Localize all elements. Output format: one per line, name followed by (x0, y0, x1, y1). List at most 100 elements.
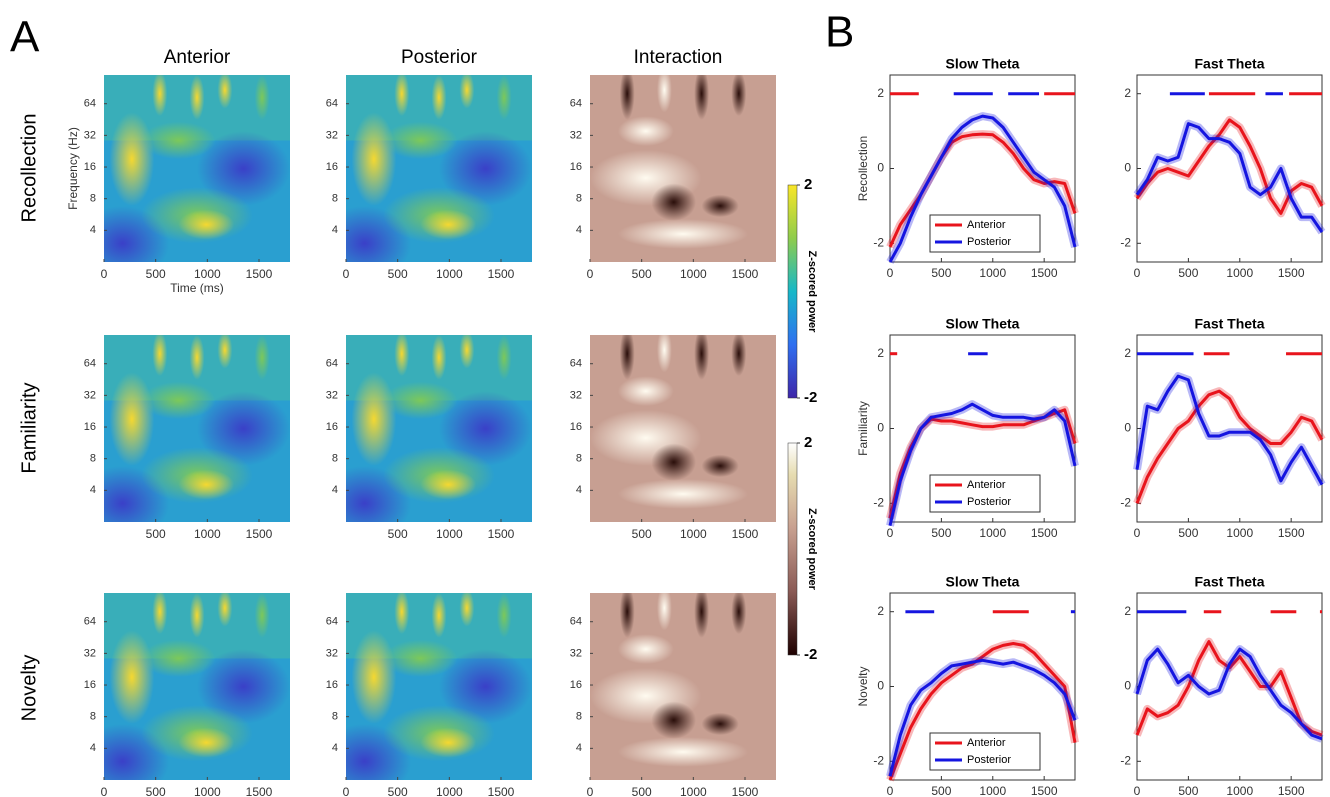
y-tick-label: 2 (877, 86, 884, 100)
y-tick-label: 32 (326, 389, 338, 401)
y-tick-label: 0 (1124, 679, 1131, 693)
colorbar-tick-label: -2 (804, 389, 817, 406)
y-tick-label: 4 (90, 742, 96, 754)
y-tick-label: 0 (877, 421, 884, 435)
y-tick-label: 0 (1124, 161, 1131, 175)
y-tick-label: 4 (576, 742, 582, 754)
x-tick-label: 1000 (680, 785, 707, 797)
x-tick-label: 1500 (732, 785, 759, 797)
x-tick-label: 0 (587, 785, 594, 797)
heatmap (590, 75, 776, 262)
y-tick-label: 32 (326, 647, 338, 659)
legend (929, 474, 1041, 513)
x-tick-label: 0 (887, 784, 894, 797)
line (1135, 122, 1324, 233)
x-tick-label: 0 (343, 785, 350, 797)
colorbar-tick-label: -2 (804, 646, 817, 663)
heatmap (346, 75, 532, 262)
x-tick-label: 1000 (194, 785, 221, 797)
y-tick-label: 64 (84, 98, 96, 110)
x-tick-label: 1000 (436, 785, 463, 797)
column-title: Posterior (401, 47, 478, 68)
x-tick-label: 1500 (1278, 526, 1305, 540)
colorbar (787, 442, 798, 656)
legend (929, 732, 1041, 771)
row-label: Novelty (18, 655, 40, 722)
panel-label: A (10, 13, 40, 62)
line (1135, 647, 1323, 741)
x-tick-label: 500 (931, 526, 951, 540)
legend-label: Posterior (967, 496, 1011, 508)
x-tick-label: 500 (146, 267, 166, 281)
x-tick-label: 1000 (1226, 784, 1253, 797)
x-tick-label: 500 (388, 785, 408, 797)
x-tick-label: 500 (632, 785, 652, 797)
x-tick-label: 1500 (246, 267, 273, 281)
plot-title: Fast Theta (1194, 56, 1264, 72)
x-tick-label: 500 (1178, 526, 1198, 540)
x-tick-label: 1500 (1031, 784, 1058, 797)
y-tick-label: 64 (570, 98, 582, 110)
row-label: Recollection (18, 114, 40, 223)
y-tick-label: 2 (1124, 346, 1131, 360)
x-tick-label: 500 (1178, 266, 1198, 280)
colorbar-label: Z-scored power (806, 251, 818, 334)
plot-title: Slow Theta (946, 316, 1020, 332)
y-tick-label: 8 (332, 193, 338, 205)
x-tick-label: 1500 (488, 785, 515, 797)
heatmap (346, 335, 532, 522)
y-tick-label: 4 (332, 484, 338, 496)
x-tick-label: 0 (587, 267, 594, 281)
x-tick-label: 500 (388, 267, 408, 281)
legend-label: Anterior (967, 479, 1006, 491)
plot-frame (1136, 592, 1323, 781)
plot-title: Slow Theta (946, 56, 1020, 72)
y-tick-label: 64 (326, 98, 338, 110)
y-tick-label: 32 (84, 129, 96, 141)
y-axis-label: Recollection (856, 136, 870, 201)
row-label: Familiarity (18, 382, 40, 473)
y-tick-label: 16 (84, 421, 96, 433)
y-tick-label: 16 (84, 679, 96, 691)
y-tick-label: 32 (326, 129, 338, 141)
x-tick-label: 1500 (246, 527, 273, 541)
x-tick-label: 1000 (436, 267, 463, 281)
line (1135, 389, 1324, 504)
x-tick-label: 0 (1134, 784, 1141, 797)
y-tick-label: 32 (570, 389, 582, 401)
legend-label: Anterior (967, 737, 1006, 749)
y-tick-label: 4 (576, 224, 582, 236)
x-tick-label: 1500 (488, 527, 515, 541)
y-tick-label: -2 (873, 753, 884, 767)
legend-label: Anterior (967, 219, 1006, 231)
heatmap (104, 75, 290, 262)
legend-label: Posterior (967, 754, 1011, 766)
y-tick-label: 32 (84, 647, 96, 659)
x-tick-label: 1000 (979, 266, 1006, 280)
x-tick-label: 1000 (979, 784, 1006, 797)
colorbar-label: Z-scored power (806, 508, 818, 591)
y-tick-label: -2 (873, 235, 884, 249)
x-tick-label: 1000 (1226, 526, 1253, 540)
y-tick-label: 32 (570, 647, 582, 659)
line (1135, 374, 1324, 486)
legend-label: Posterior (967, 236, 1011, 248)
x-tick-label: 0 (1134, 526, 1141, 540)
x-tick-label: 500 (931, 784, 951, 797)
plot-title: Fast Theta (1194, 574, 1264, 590)
x-tick-label: 1000 (979, 526, 1006, 540)
y-tick-label: 0 (877, 161, 884, 175)
heatmap (590, 593, 776, 780)
y-tick-label: 8 (332, 453, 338, 465)
y-tick-label: 64 (570, 358, 582, 370)
line (888, 402, 1077, 527)
legend (929, 214, 1041, 253)
line (888, 658, 1077, 777)
x-tick-label: 1000 (194, 267, 221, 281)
plot-title: Fast Theta (1194, 316, 1264, 332)
x-tick-label: 0 (887, 266, 894, 280)
y-tick-label: 64 (84, 616, 96, 628)
heatmap (590, 335, 776, 522)
x-tick-label: 1000 (194, 527, 221, 541)
y-tick-label: -2 (1120, 495, 1131, 509)
